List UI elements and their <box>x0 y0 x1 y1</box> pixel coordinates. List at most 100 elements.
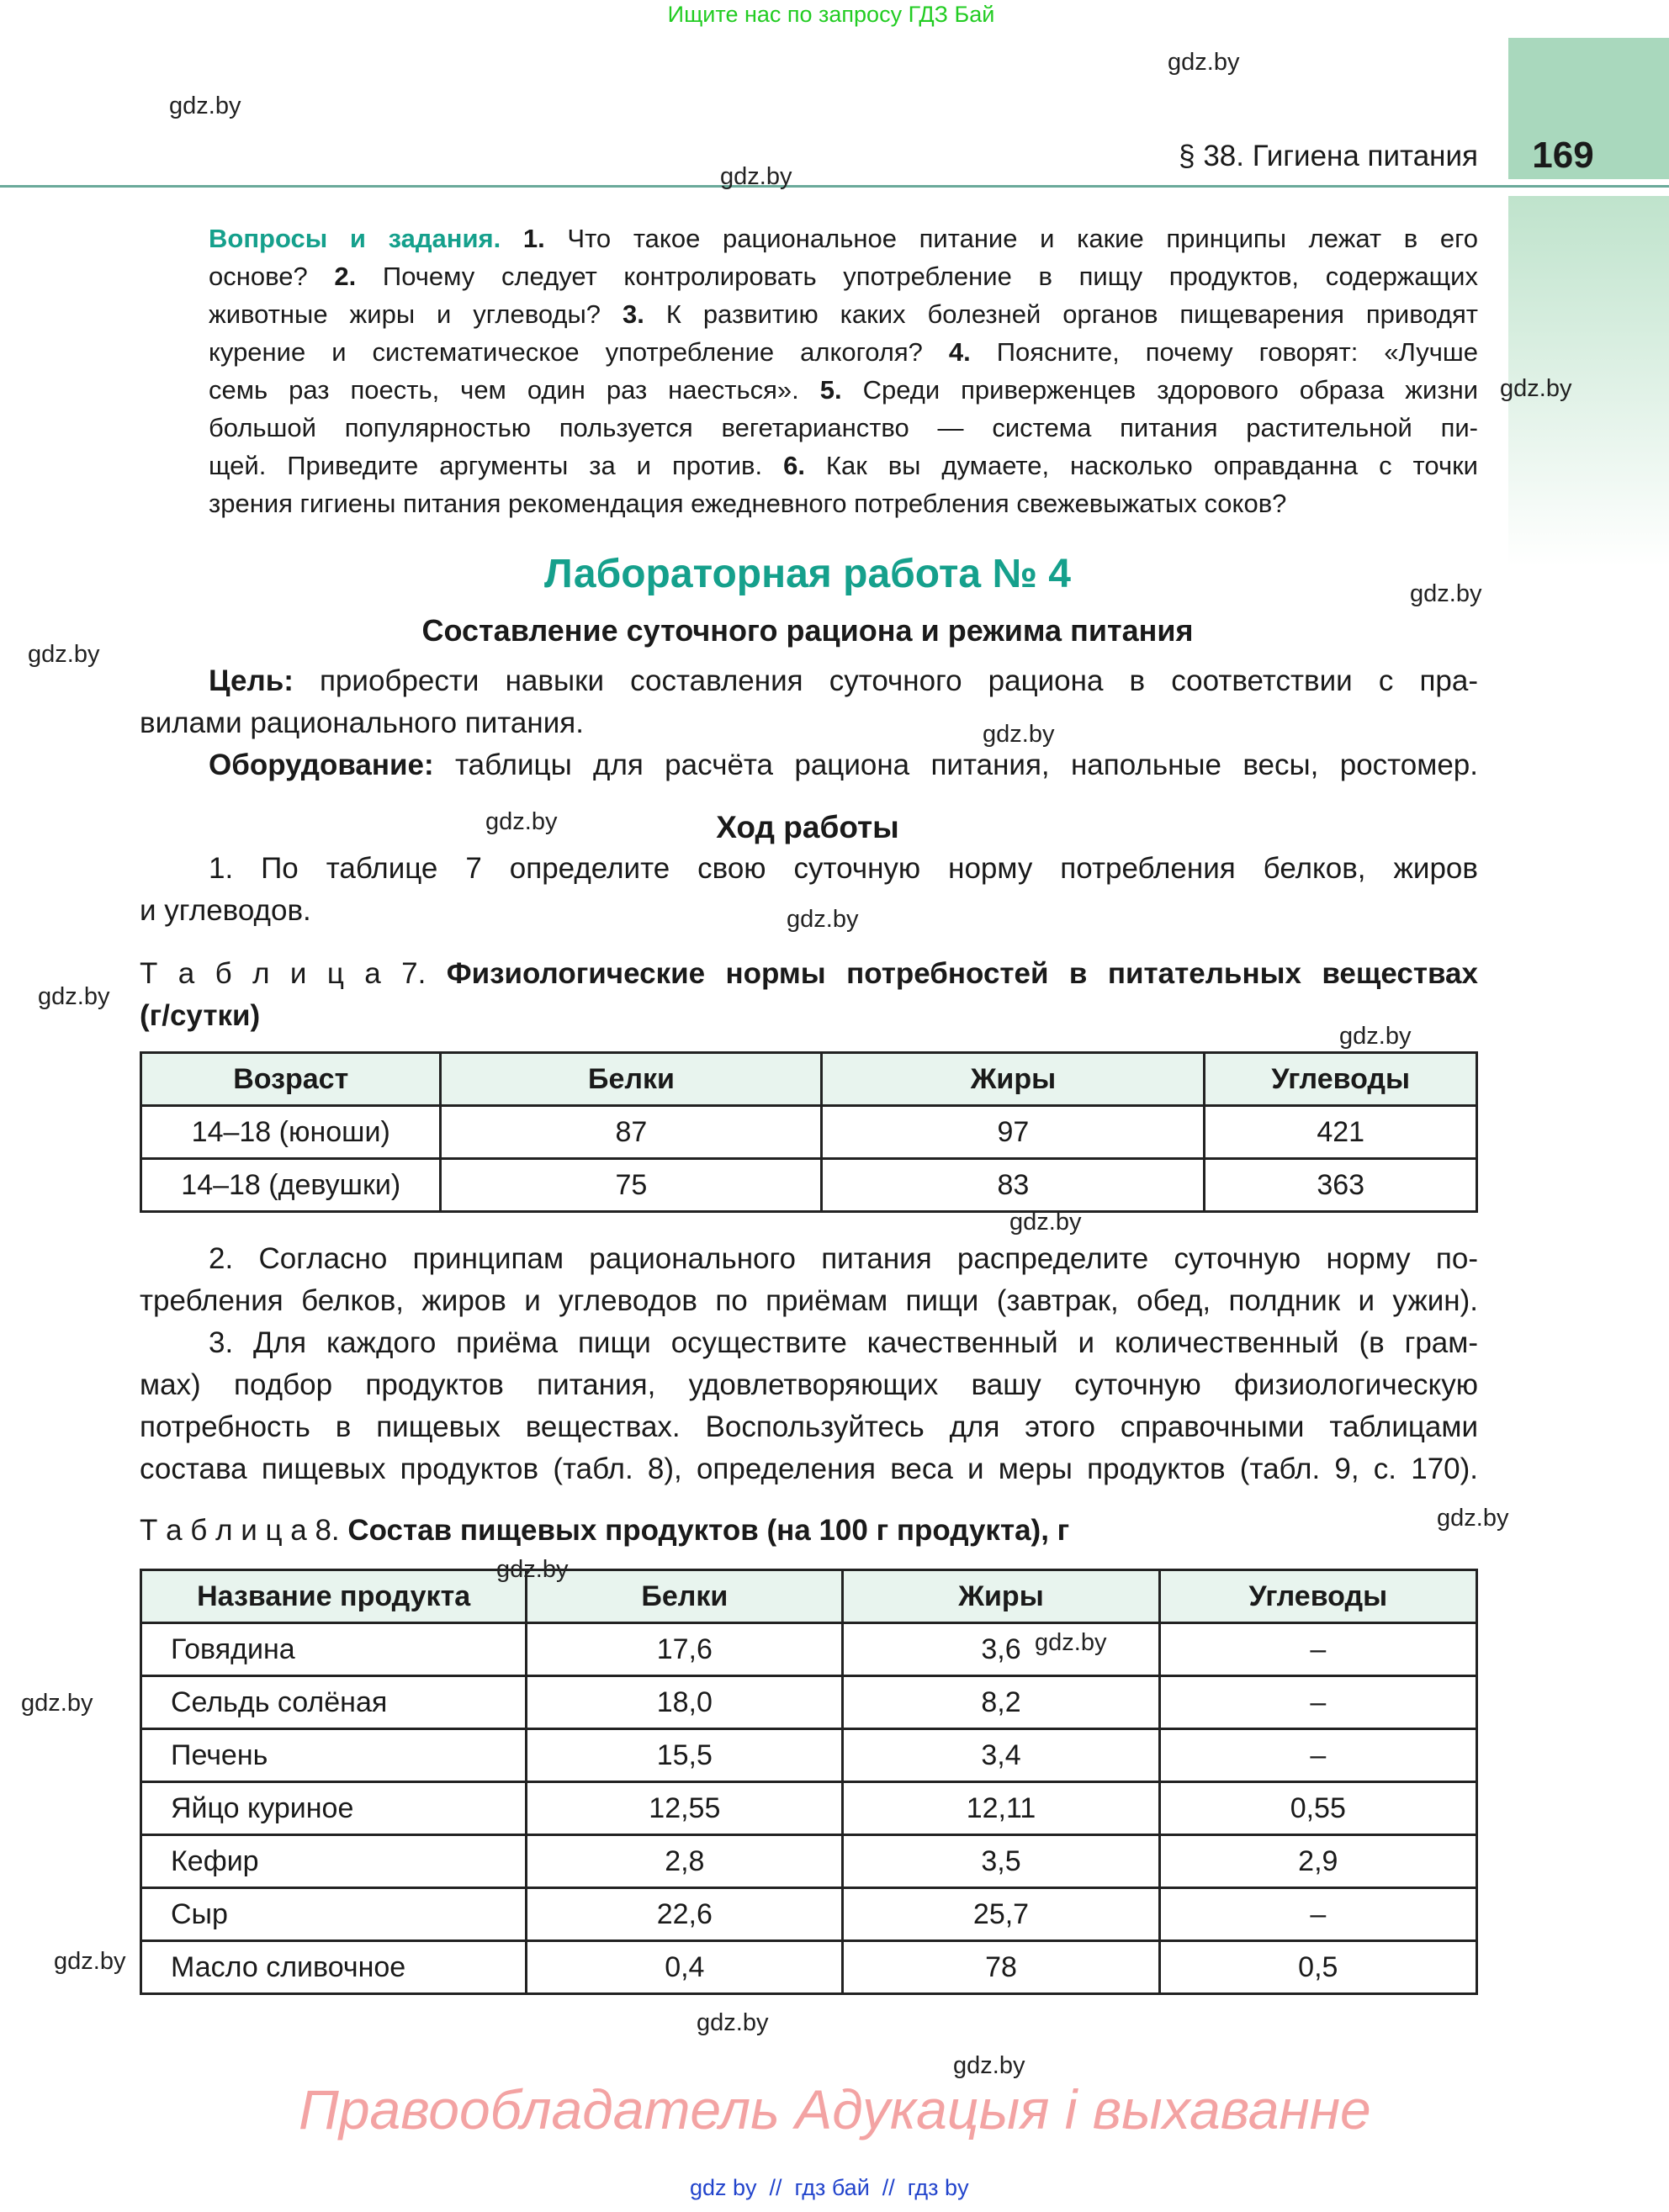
text-line: состава пищевых продуктов (табл. 8), опр… <box>140 1453 1478 1486</box>
text-span: вилами рационального питания. <box>140 706 584 739</box>
text-line: Т а б л и ц а 7. Физиологические нормы п… <box>140 957 1478 991</box>
table-header-row: Название продукта Белки Жиры Углеводы <box>139 1569 1479 1624</box>
text-span: зрения гигиены питания рекомендация ежед… <box>209 489 1287 518</box>
table-cell: 0,4 <box>525 1939 845 1995</box>
text-span: приобрести навыки составления суточного … <box>319 664 1478 697</box>
text-line: Вопросы и задания. 1. Что такое рационал… <box>209 224 1478 254</box>
text-line: основе? 2. Почему следует контролировать… <box>209 262 1478 292</box>
table-cell: 8,2 <box>841 1675 1161 1730</box>
table-header-row: Возраст Белки Жиры Углеводы <box>139 1051 1478 1107</box>
text-line: зрения гигиены питания рекомендация ежед… <box>209 489 1478 519</box>
text-line: семь раз поесть, чем один раз наесться».… <box>209 375 1478 405</box>
gdz-watermark: gdz.by <box>496 1556 569 1583</box>
text-span: требления белков, жиров и углеводов по п… <box>140 1284 1478 1317</box>
text-span: состава пищевых продуктов (табл. 8), опр… <box>140 1453 1478 1485</box>
text-line: 1. По таблице 7 определите свою суточную… <box>209 852 1478 886</box>
text-line: вилами рационального питания. <box>140 706 1478 740</box>
table-row: Говядина 17,6 3,6– <box>139 1622 1479 1677</box>
lab-title: Лабораторная работа № 4 <box>544 552 1071 596</box>
table-cell: 75 <box>439 1157 824 1213</box>
table-cell: Говядина <box>139 1622 528 1677</box>
table-cell: – <box>1158 1887 1479 1942</box>
text-line: 2. Согласно принципам рационального пита… <box>209 1242 1478 1276</box>
gdz-watermark: gdz.by <box>169 93 241 119</box>
column-header: Белки <box>525 1569 845 1624</box>
table-cell: 17,6 <box>525 1622 845 1677</box>
gdz-watermark: gdz.by <box>1410 580 1482 607</box>
text-span: основе? <box>209 262 335 291</box>
table-cell: 25,7 <box>841 1887 1161 1942</box>
column-header: Углеводы <box>1158 1569 1479 1624</box>
column-header: Жиры <box>820 1051 1206 1107</box>
table-row: Кефир 2,8 3,5 2,9 <box>139 1834 1479 1889</box>
gdz-watermark: gdz.by <box>1035 1629 1107 1656</box>
text-span: большой популярностью пользуется вегетар… <box>209 413 1478 442</box>
table-row: Масло сливочное 0,4 78 0,5 <box>139 1939 1479 1995</box>
table-cell: 3,4 <box>841 1728 1161 1783</box>
gdz-watermark: gdz.by <box>953 2052 1025 2079</box>
gdz-watermark: gdz.by <box>720 163 792 190</box>
text-line: потребность в пищевых веществах. Восполь… <box>140 1410 1478 1444</box>
table-cell: Масло сливочное <box>139 1939 528 1995</box>
text-span: 3. Для каждого приёма пищи осуществите к… <box>209 1326 1478 1359</box>
table-cell: – <box>1158 1728 1479 1783</box>
text-line: большой популярностью пользуется вегетар… <box>209 413 1478 443</box>
text-line: требления белков, жиров и углеводов по п… <box>140 1284 1478 1318</box>
text-span: Т а б л и ц а 8. <box>140 1514 348 1547</box>
gdz-watermark: gdz.by <box>1168 49 1240 76</box>
text-span: 3. <box>623 299 666 329</box>
table-row: Сельдь солёная 18,0 8,2– <box>139 1675 1479 1730</box>
table-cell: 87 <box>439 1104 824 1160</box>
table-cell: 363 <box>1203 1157 1478 1213</box>
gdz-watermark: gdz.by <box>21 1690 93 1717</box>
lab-subtitle: Составление суточного рациона и режима п… <box>421 613 1194 648</box>
header-rule <box>0 185 1669 188</box>
text-line: щей. Приведите аргументы за и против. 6.… <box>209 451 1478 481</box>
text-span: Цель: <box>209 664 320 697</box>
gdz-watermark: gdz.by <box>28 641 100 668</box>
table-cell: 421 <box>1203 1104 1478 1160</box>
table-cell: Печень <box>139 1728 528 1783</box>
text-span: мах) подбор продуктов питания, удовлетво… <box>140 1368 1478 1401</box>
table-7: Возраст Белки Жиры Углеводы 14–18 (юноши) 87 9… <box>139 1051 1478 1213</box>
text-span: Состав пищевых продуктов (на 100 г проду… <box>347 1514 1070 1547</box>
text-span: Что такое рациональное питание и какие п… <box>567 224 1479 253</box>
side-gradient-tab <box>1508 196 1669 566</box>
column-header: Возраст <box>139 1051 442 1107</box>
table-cell: 78 <box>841 1939 1161 1995</box>
text-span: потребность в пищевых веществах. Восполь… <box>140 1410 1478 1443</box>
table-row: Сыр 22,6 25,7– <box>139 1887 1479 1942</box>
text-span: семь раз поесть, чем один раз наесться». <box>209 375 820 405</box>
page-number: 169 <box>1532 135 1594 176</box>
text-span: Оборудование: <box>209 749 455 781</box>
table-cell: 14–18 (юноши) <box>139 1104 442 1160</box>
text-line: Т а б л и ц а 8. Состав пищевых продукто… <box>140 1514 1478 1548</box>
footer-links[interactable]: gdz by // гдз бай // гдз by <box>690 2175 969 2200</box>
table-cell: Сельдь солёная <box>139 1675 528 1730</box>
table-cell: Яйцо куриное <box>139 1781 528 1836</box>
table-row: 14–18 (девушки) 75 83 363 <box>139 1157 1478 1213</box>
table-cell: 2,8 <box>525 1834 845 1889</box>
table-8: Название продукта Белки Жиры Углеводы Говяди… <box>139 1569 1479 1995</box>
table-cell: 83 <box>820 1157 1206 1213</box>
table-cell: 12,11 <box>841 1781 1161 1836</box>
text-line: (г/сутки) <box>140 999 1478 1033</box>
text-span: 1. По таблице 7 определите свою суточную… <box>209 852 1478 885</box>
text-span: 4. <box>948 337 997 367</box>
table-cell: 0,5 <box>1158 1939 1479 1995</box>
table-cell: 15,5 <box>525 1728 845 1783</box>
table-cell: 97 <box>820 1104 1206 1160</box>
top-banner[interactable]: Ищите нас по запросу ГДЗ Бай <box>667 2 995 27</box>
text-line: Цель: приобрести навыки составления суто… <box>209 664 1478 698</box>
text-span: Т а б л и ц а 7. <box>140 957 447 990</box>
text-line: 3. Для каждого приёма пищи осуществите к… <box>209 1326 1478 1360</box>
text-span: Вопросы и задания. <box>209 224 523 253</box>
gdz-watermark: gdz.by <box>1009 1209 1082 1236</box>
section-title: § 38. Гигиена питания <box>1179 140 1478 172</box>
table-cell: Кефир <box>139 1834 528 1889</box>
text-span: К развитию каких болезней органов пищева… <box>665 299 1478 329</box>
column-header: Название продукта <box>139 1569 528 1624</box>
text-span: Как вы думаете, насколько оправданна с т… <box>825 451 1478 480</box>
page-tab <box>1508 38 1669 179</box>
text-span: Среди приверженцев здорового образа жизн… <box>862 375 1479 405</box>
